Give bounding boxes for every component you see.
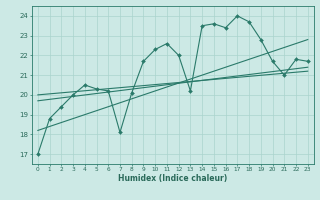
X-axis label: Humidex (Indice chaleur): Humidex (Indice chaleur)	[118, 174, 228, 183]
